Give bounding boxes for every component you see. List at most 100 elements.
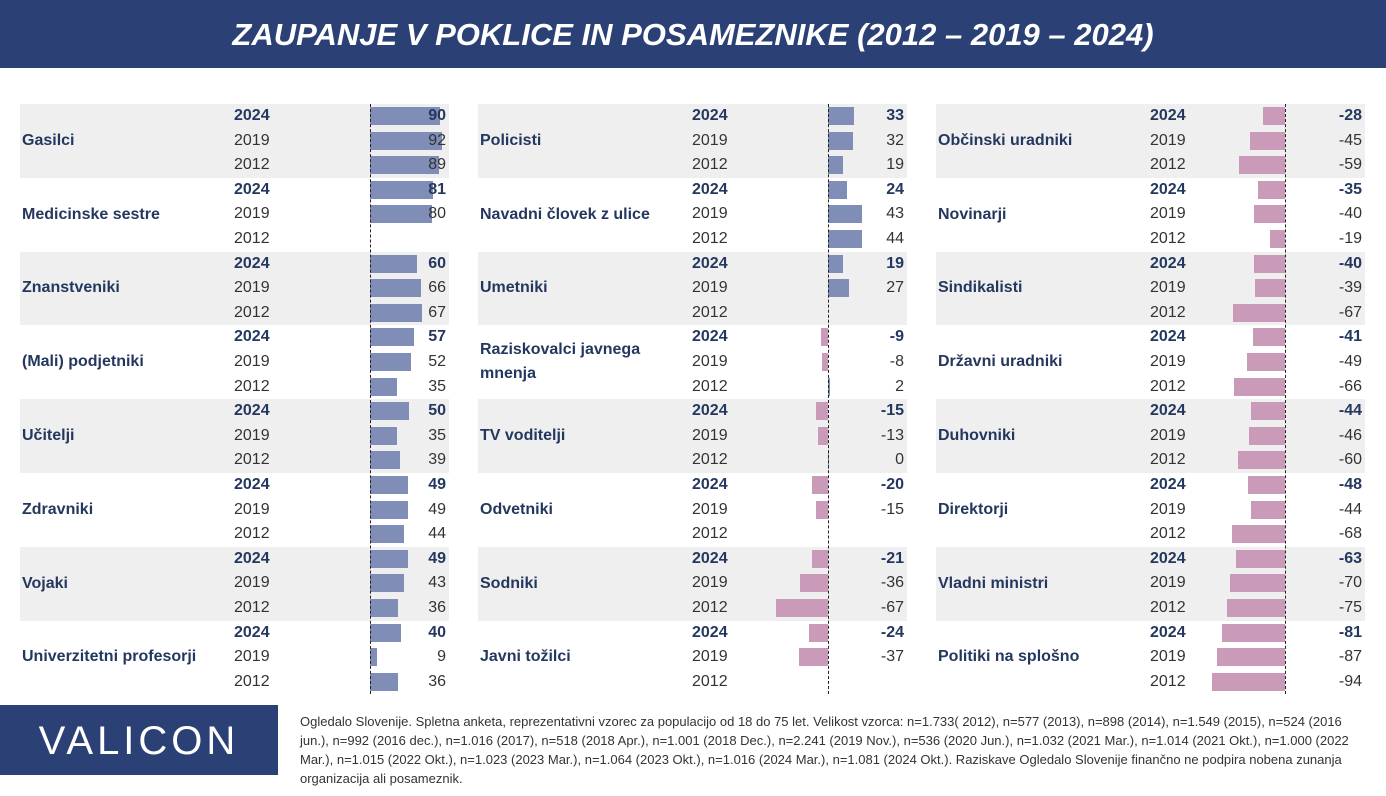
year-label: 2012	[234, 525, 270, 543]
value-label: 27	[886, 279, 904, 297]
year-label: 2019	[234, 648, 270, 666]
bar	[1221, 623, 1285, 642]
profession-label: Raziskovalci javnega mnenja	[480, 341, 641, 383]
value-label: -19	[1338, 230, 1362, 247]
year-label: 2019	[234, 205, 270, 223]
year-label: 2012	[1150, 599, 1186, 616]
year-label: 2012	[692, 303, 728, 321]
value-label: 81	[428, 180, 446, 198]
bar	[1249, 426, 1285, 445]
year-label: 2012	[1150, 525, 1186, 543]
bar	[1253, 328, 1285, 347]
year-label: 2024	[1150, 254, 1186, 272]
value-label: -15	[880, 500, 904, 518]
value-label: 80	[428, 205, 446, 223]
profession-label: Medicinske sestre	[22, 205, 160, 223]
year-label: 2012	[692, 377, 728, 395]
year-label: 2012	[1150, 230, 1186, 247]
value-label: 49	[428, 476, 446, 493]
value-label: 92	[428, 131, 446, 149]
year-label: 2019	[234, 131, 270, 149]
bar	[799, 574, 828, 593]
value-label: 19	[886, 156, 904, 174]
value-label: -8	[889, 353, 904, 370]
bar	[1233, 377, 1285, 396]
year-label: 2012	[234, 599, 270, 616]
value-label: 35	[428, 377, 446, 395]
bar	[370, 599, 399, 617]
year-label: 2019	[692, 648, 728, 666]
value-label: -39	[1338, 279, 1362, 297]
year-label: 2019	[692, 574, 728, 592]
year-label: 2012	[692, 230, 728, 247]
bar	[828, 131, 853, 150]
year-label: 2019	[692, 205, 728, 223]
bar	[809, 623, 828, 642]
value-label: -40	[1338, 205, 1362, 223]
value-label: -94	[1338, 672, 1362, 690]
bar	[1226, 599, 1285, 617]
year-label: 2019	[1150, 279, 1186, 297]
bar	[1263, 107, 1285, 125]
bar	[370, 156, 440, 175]
bar	[1270, 230, 1285, 248]
group-band	[936, 251, 1365, 326]
year-label: 2024	[692, 476, 728, 493]
year-label: 2024	[692, 107, 728, 124]
year-label: 2024	[234, 107, 270, 124]
value-label: 0	[895, 451, 904, 469]
bar	[1250, 500, 1285, 519]
bar	[370, 525, 405, 544]
profession-label: Duhovniki	[938, 427, 1016, 445]
value-label: -67	[1338, 303, 1362, 321]
bar	[828, 205, 862, 224]
profession-label: Učitelji	[22, 427, 75, 445]
profession-label: Direktorji	[938, 500, 1009, 518]
value-label: -20	[880, 476, 904, 493]
value-label: -15	[880, 402, 904, 420]
zero-line	[370, 104, 371, 695]
year-label: 2012	[234, 303, 270, 321]
bar	[1246, 353, 1285, 371]
profession-label: Državni uradniki	[938, 353, 1063, 371]
value-label: 43	[428, 574, 446, 592]
profession-label: Sodniki	[480, 574, 538, 592]
profession-label: Politiki na splošno	[938, 648, 1080, 666]
value-label: -44	[1338, 500, 1362, 518]
year-label: 2012	[1150, 156, 1186, 174]
profession-label: TV voditelji	[480, 427, 566, 445]
year-label: 2019	[692, 131, 728, 149]
chart-title: ZAUPANJE V POKLICE IN POSAMEZNIKE (2012 …	[232, 17, 1154, 52]
value-label: 9	[437, 648, 446, 666]
bar	[828, 279, 850, 298]
bar	[1247, 476, 1285, 494]
year-label: 2024	[692, 328, 728, 346]
profession-label: Zdravniki	[22, 500, 94, 518]
bar	[370, 107, 441, 125]
bar	[370, 451, 401, 470]
year-label: 2019	[1150, 426, 1186, 444]
profession-label: Vladni ministri	[938, 574, 1049, 592]
bar	[1253, 205, 1285, 224]
bar	[370, 623, 402, 642]
bar	[817, 426, 828, 445]
value-label: -40	[1338, 254, 1362, 272]
zero-line	[1285, 104, 1286, 695]
value-label: -59	[1338, 156, 1362, 174]
year-label: 2019	[692, 353, 728, 370]
bar	[370, 574, 404, 593]
value-label: -75	[1338, 599, 1362, 616]
year-label: 2019	[1150, 353, 1186, 370]
value-label: 32	[886, 131, 904, 149]
year-label: 2024	[692, 623, 728, 641]
bar	[1254, 279, 1285, 298]
value-label: -48	[1338, 476, 1362, 493]
bar	[1257, 180, 1285, 199]
year-label: 2012	[1150, 672, 1186, 690]
bar	[370, 500, 409, 519]
year-label: 2012	[692, 525, 728, 543]
bar	[828, 230, 863, 248]
year-label: 2024	[692, 254, 728, 272]
zero-line	[828, 104, 829, 695]
